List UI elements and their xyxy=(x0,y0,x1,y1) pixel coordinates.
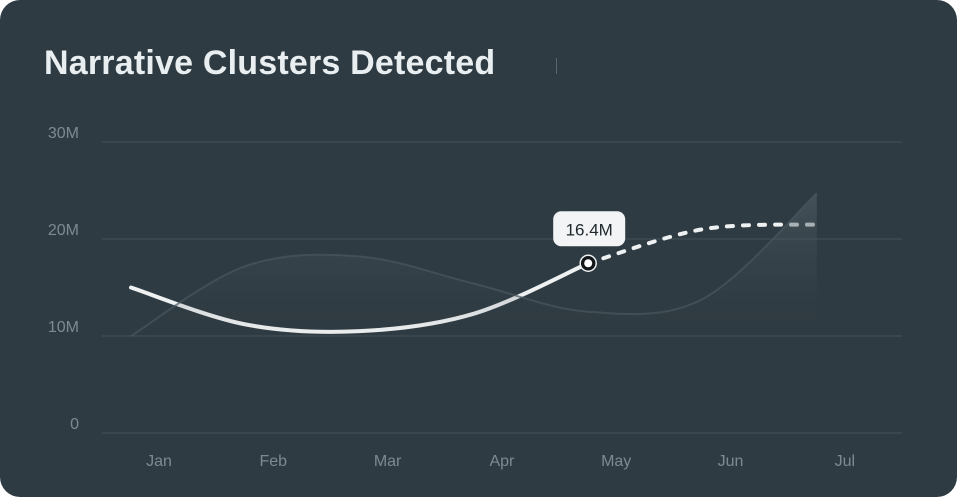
x-tick-label: Mar xyxy=(374,453,402,470)
chart-title: Narrative Clusters Detected xyxy=(44,44,496,82)
y-tick-label: 0 xyxy=(70,416,79,433)
background-area-line xyxy=(130,192,818,337)
highlight-point-center xyxy=(584,259,593,268)
x-tick-label: Jul xyxy=(835,453,855,470)
y-tick-label: 20M xyxy=(48,222,79,239)
y-tick-label: 30M xyxy=(48,125,79,142)
x-tick-label: Jun xyxy=(718,453,744,470)
x-tick-label: Feb xyxy=(260,453,288,470)
x-tick-label: May xyxy=(601,453,631,470)
x-tick-label: Apr xyxy=(489,453,515,470)
background-area xyxy=(131,193,817,338)
tooltip-value: 16.4M xyxy=(566,220,613,239)
title-divider xyxy=(556,58,557,74)
x-tick-label: Jan xyxy=(146,453,172,470)
y-tick-label: 10M xyxy=(48,319,79,336)
tooltip-box xyxy=(553,211,626,247)
